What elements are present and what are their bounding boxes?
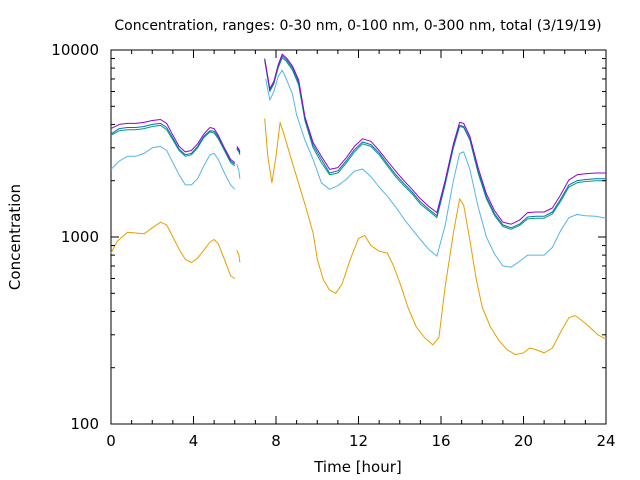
x-tick-label: 12 <box>349 432 368 450</box>
series-line <box>264 53 606 225</box>
series-line <box>264 118 607 356</box>
series-5 <box>110 53 606 225</box>
x-tick-label: 20 <box>514 432 533 450</box>
series-1 <box>110 118 607 356</box>
x-tick-label: 16 <box>431 432 450 450</box>
series-line <box>265 69 607 268</box>
chart-title: Concentration, ranges: 0-30 nm, 0-100 nm… <box>114 18 601 34</box>
y-tick-label: 100 <box>70 415 99 433</box>
series-line <box>236 146 241 153</box>
series-2 <box>110 69 607 268</box>
tick-labels-layer: 0 4 8 12 16 20 24 100 1000 10000 <box>51 41 615 450</box>
x-tick-label: 0 <box>106 432 116 450</box>
x-tick-label: 4 <box>189 432 199 450</box>
series-4 <box>110 55 606 229</box>
series-line <box>110 122 236 165</box>
x-tick-label: 8 <box>271 432 281 450</box>
series-layer <box>110 53 607 356</box>
series-line <box>110 119 236 163</box>
x-tick-label: 24 <box>596 432 615 450</box>
x-axis-title: Time [hour] <box>313 458 402 476</box>
series-line <box>110 221 236 279</box>
y-axis-title: Concentration <box>6 184 24 290</box>
plot-frame <box>110 49 607 425</box>
series-line <box>236 164 241 179</box>
series-line <box>236 250 241 263</box>
series-line <box>264 55 606 229</box>
series-line <box>110 145 236 190</box>
y-tick-label: 10000 <box>51 41 99 59</box>
series-3 <box>110 57 606 230</box>
series-line <box>110 124 236 167</box>
ticks-layer <box>110 49 607 425</box>
y-tick-label: 1000 <box>61 228 99 246</box>
